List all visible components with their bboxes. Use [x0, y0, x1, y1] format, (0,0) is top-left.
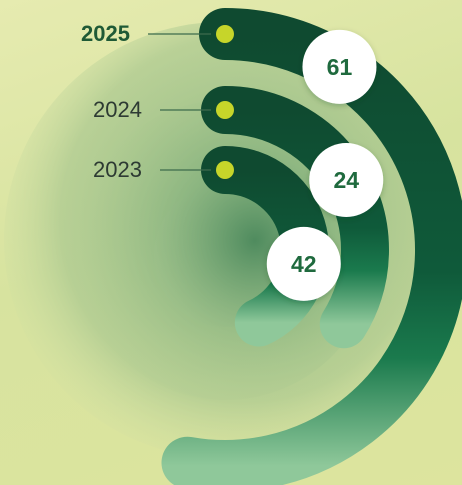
value-label-2025: 61 [327, 54, 353, 80]
year-label-2023: 2023 [93, 157, 142, 182]
dot-2023 [216, 161, 234, 179]
value-label-2023: 42 [291, 251, 317, 277]
label-layer: 2025 61 2024 24 2023 42 [81, 21, 384, 301]
year-label-2025: 2025 [81, 21, 130, 46]
value-label-2024: 24 [333, 167, 359, 193]
value-bubble-2024 [309, 143, 384, 217]
dot-2025 [216, 25, 234, 43]
background-disc-inner [154, 183, 298, 327]
value-bubble-2023 [266, 226, 341, 301]
year-label-2024: 2024 [93, 97, 142, 122]
dot-2024 [216, 101, 234, 119]
value-bubble-2025 [302, 29, 377, 104]
